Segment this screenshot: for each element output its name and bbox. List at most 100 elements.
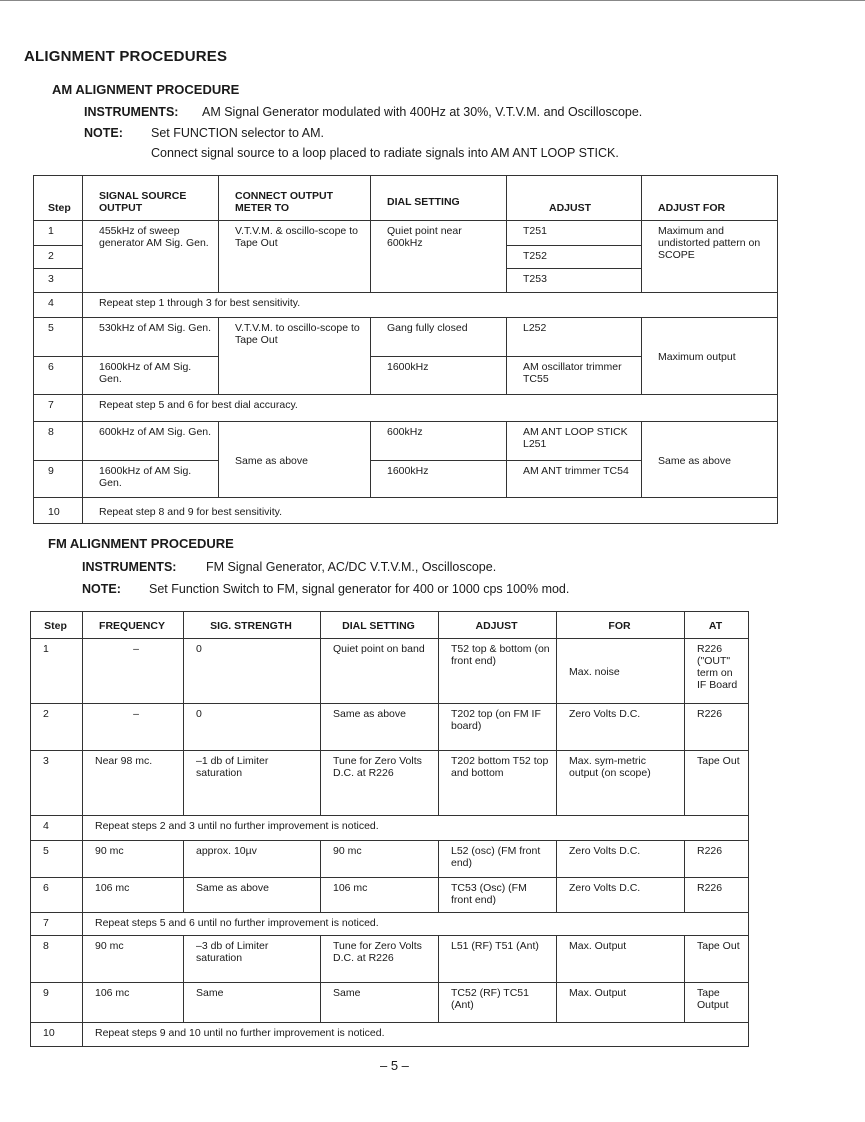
dial-cell: Same as above [320, 703, 439, 751]
instruments-label: INSTRUMENTS: [82, 560, 177, 574]
frequency-cell: 106 mc [82, 982, 184, 1023]
am-note-line-2: Connect signal source to a loop placed t… [151, 146, 619, 160]
adjust-cell: T253 [506, 268, 642, 293]
dial-cell: 106 mc [320, 877, 439, 913]
frequency-cell: – [82, 703, 184, 751]
adjust-cell: T202 top (on FM IF board) [438, 703, 557, 751]
instruction-cell: Repeat steps 2 and 3 until no further im… [82, 815, 749, 841]
dial-cell: Tune for Zero Volts D.C. at R226 [320, 935, 439, 983]
at-cell: R226 ("OUT" term on IF Board [684, 638, 749, 704]
dial-cell: Quiet point near 600kHz [370, 220, 507, 293]
adjust-cell: TC53 (Osc) (FM front end) [438, 877, 557, 913]
frequency-cell: 90 mc [82, 935, 184, 983]
adjust-cell: T252 [506, 245, 642, 269]
step-cell: 2 [33, 245, 83, 269]
am-heading: AM ALIGNMENT PROCEDURE [52, 82, 240, 97]
dial-cell: Same [320, 982, 439, 1023]
step-cell: 1 [30, 638, 83, 704]
instruments-text: AM Signal Generator modulated with 400Hz… [202, 105, 643, 119]
note-text: Set Function Switch to FM, signal genera… [149, 582, 570, 596]
adjust-cell: TC52 (RF) TC51 (Ant) [438, 982, 557, 1023]
sig-strength-cell: Same [183, 982, 321, 1023]
am-note: NOTE: Set FUNCTION selector to AM. [84, 126, 324, 140]
at-cell: Tape Output [684, 982, 749, 1023]
sig-strength-cell: –1 db of Limiter saturation [183, 750, 321, 816]
fm-note: NOTE: Set Function Switch to FM, signal g… [82, 582, 569, 596]
dial-cell: 90 mc [320, 840, 439, 878]
dial-cell: Tune for Zero Volts D.C. at R226 [320, 750, 439, 816]
table-row: 9 106 mc Same Same TC52 (RF) TC51 (Ant) Max. … [30, 982, 749, 1023]
source-cell: 1600kHz of AM Sig. Gen. [82, 356, 219, 395]
frequency-cell: 106 mc [82, 877, 184, 913]
dial-cell: 600kHz [370, 421, 507, 461]
for-cell: Max. Output [556, 982, 685, 1023]
connect-cell: V.T.V.M. & oscillo-scope to Tape Out [218, 220, 371, 293]
table-row: 8 90 mc –3 db of Limiter saturation Tune fo… [30, 935, 749, 983]
for-cell: Max. Output [556, 935, 685, 983]
for-cell: Max. noise [556, 638, 685, 704]
header-step: Step [30, 611, 83, 639]
page-number: – 5 – [380, 1058, 409, 1073]
table-row: 10 Repeat step 8 and 9 for best sensitiv… [33, 497, 778, 524]
at-cell: Tape Out [684, 750, 749, 816]
sig-strength-cell: 0 [183, 638, 321, 704]
header-dial-setting: DIAL SETTING [320, 611, 439, 639]
adjust-cell: T52 top & bottom (on front end) [438, 638, 557, 704]
header-adjust: ADJUST [506, 175, 642, 221]
adjust-cell: L51 (RF) T51 (Ant) [438, 935, 557, 983]
table-row: 7 Repeat step 5 and 6 for best dial accu… [33, 394, 778, 422]
source-cell: 600kHz of AM Sig. Gen. [82, 421, 219, 461]
note-label: NOTE: [84, 126, 123, 140]
sig-strength-cell: approx. 10µv [183, 840, 321, 878]
am-instruments: INSTRUMENTS: AM Signal Generator modulate… [84, 105, 642, 119]
fm-instruments: INSTRUMENTS: FM Signal Generator, AC/DC V… [82, 560, 496, 574]
table-row: 4 Repeat steps 2 and 3 until no further i… [30, 815, 749, 841]
instruction-cell: Repeat step 5 and 6 for best dial accura… [82, 394, 778, 422]
header-step: Step [33, 175, 83, 221]
step-cell: 5 [30, 840, 83, 878]
for-cell: Zero Volts D.C. [556, 877, 685, 913]
adjust-cell: T202 bottom T52 top and bottom [438, 750, 557, 816]
table-row: 6 106 mc Same as above 106 mc TC53 (Osc) (FM… [30, 877, 749, 913]
at-cell: Tape Out [684, 935, 749, 983]
step-cell: 3 [33, 268, 83, 293]
adjust-cell: L52 (osc) (FM front end) [438, 840, 557, 878]
table-header: Step SIGNAL SOURCE OUTPUT CONNECT OUTPUT… [33, 175, 778, 221]
adjust-cell: L252 [506, 317, 642, 357]
table-row: 2–0 Same as above T202 top (on FM IF board… [30, 703, 749, 751]
header-connect-output: CONNECT OUTPUT METER TO [218, 175, 371, 221]
header-frequency: FREQUENCY [82, 611, 184, 639]
step-cell: 1 [33, 220, 83, 246]
instruction-cell: Repeat steps 9 and 10 until no further i… [82, 1022, 749, 1047]
table-row: 4 Repeat step 1 through 3 for best sensi… [33, 292, 778, 318]
instruction-cell: Repeat step 8 and 9 for best sensitivity… [82, 497, 778, 524]
step-cell: 7 [33, 394, 83, 422]
step-cell: 6 [33, 356, 83, 395]
step-cell: 7 [30, 912, 83, 936]
table-row: 10 Repeat steps 9 and 10 until no further… [30, 1022, 749, 1047]
dial-cell: Quiet point on band [320, 638, 439, 704]
step-cell: 8 [30, 935, 83, 983]
dial-cell: 1600kHz [370, 356, 507, 395]
adjust-for-cell: Maximum output [641, 317, 778, 395]
table-row: 1 455kHz of sweep generator AM Sig. Gen.… [33, 220, 778, 293]
step-cell: 5 [33, 317, 83, 357]
header-dial-setting: DIAL SETTING [370, 175, 507, 221]
step-cell: 4 [30, 815, 83, 841]
step-cell: 4 [33, 292, 83, 318]
header-sig-strength: SIG. STRENGTH [183, 611, 321, 639]
frequency-cell: – [82, 638, 184, 704]
table-row: 1–0 Quiet point on band T52 top & bottom (… [30, 638, 749, 704]
at-cell: R226 [684, 840, 749, 878]
step-cell: 9 [33, 460, 83, 498]
note-label: NOTE: [82, 582, 121, 596]
step-cell: 8 [33, 421, 83, 461]
at-cell: R226 [684, 703, 749, 751]
header-adjust-for: ADJUST FOR [641, 175, 778, 221]
adjust-cell: AM ANT trimmer TC54 [506, 460, 642, 498]
source-cell: 530kHz of AM Sig. Gen. [82, 317, 219, 357]
table-header: Step FREQUENCY SIG. STRENGTH DIAL SETTIN… [30, 611, 749, 639]
adjust-cell: T251 [506, 220, 642, 246]
sig-strength-cell: 0 [183, 703, 321, 751]
frequency-cell: 90 mc [82, 840, 184, 878]
